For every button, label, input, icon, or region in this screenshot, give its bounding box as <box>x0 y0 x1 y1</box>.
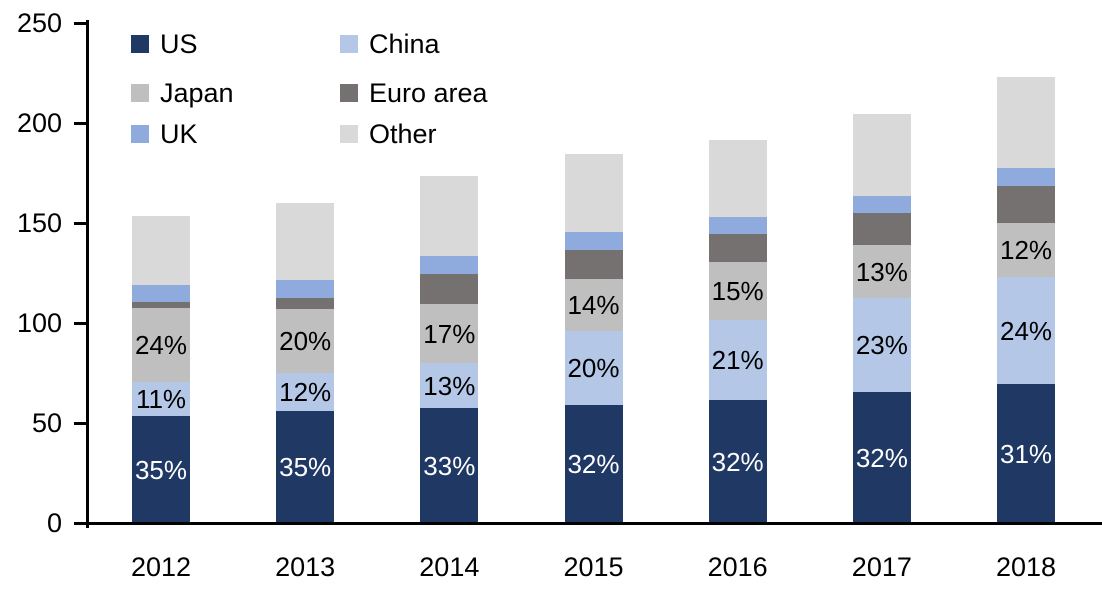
legend-swatch-uk <box>131 125 149 143</box>
legend-item-other: Other <box>340 119 437 149</box>
y-axis-tick <box>74 422 86 425</box>
y-axis-tick <box>74 222 86 225</box>
legend-swatch-us <box>131 35 149 53</box>
x-axis-label-2015: 2015 <box>563 552 624 582</box>
x-axis-label-2012: 2012 <box>130 552 192 582</box>
legend-item-japan: Japan <box>131 78 234 108</box>
y-axis-tick <box>74 22 86 25</box>
x-axis-label-2017: 2017 <box>851 552 912 582</box>
legend-item-us: US <box>131 29 198 59</box>
legend-label-uk: UK <box>160 119 198 149</box>
legend-swatch-japan <box>131 84 149 102</box>
legend-label-euro-area: Euro area <box>369 78 488 108</box>
x-axis-label-2013: 2013 <box>275 552 336 582</box>
x-axis-label-2014: 2014 <box>419 552 480 582</box>
y-axis-tick-label: 250 <box>16 8 62 38</box>
y-axis-tick <box>74 122 86 125</box>
legend-label-other: Other <box>369 119 437 149</box>
y-axis-tick-label: 150 <box>16 208 62 238</box>
y-axis-tick-label: 200 <box>16 108 62 138</box>
y-axis-tick <box>74 322 86 325</box>
legend-item-uk: UK <box>131 119 198 149</box>
legend-label-china: China <box>369 29 440 59</box>
y-axis-line <box>86 20 89 528</box>
y-axis-tick-label: 100 <box>16 308 62 338</box>
legend-swatch-other <box>340 125 358 143</box>
legend-label-japan: Japan <box>160 78 234 108</box>
legend-swatch-china <box>340 35 358 53</box>
legend-item-china: China <box>340 29 440 59</box>
legend-item-euro-area: Euro area <box>340 78 488 108</box>
legend-label-us: US <box>160 29 198 59</box>
x-axis-label-2016: 2016 <box>707 552 768 582</box>
legend-swatch-euro-area <box>340 84 358 102</box>
y-axis-tick-label: 0 <box>46 508 62 538</box>
x-axis-line <box>74 522 1102 525</box>
y-axis-tick-label: 50 <box>31 408 62 438</box>
x-axis-label-2018: 2018 <box>995 552 1057 582</box>
